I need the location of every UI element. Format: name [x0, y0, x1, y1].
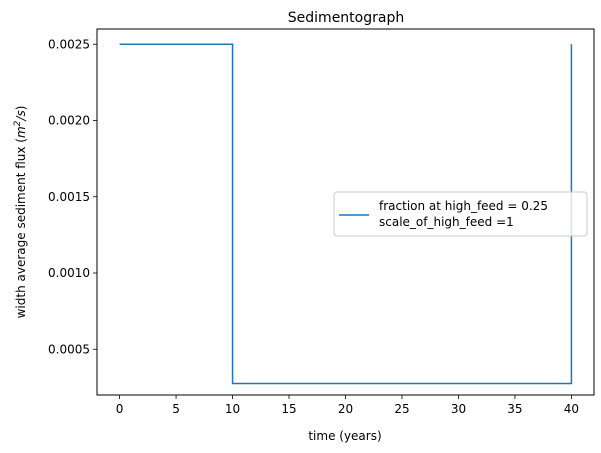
plot-area	[119, 43, 573, 385]
x-tick-label: 40	[564, 402, 579, 416]
y-tick-label: 0.0010	[48, 266, 90, 280]
x-tick-label: 35	[507, 402, 522, 416]
y-tick-label: 0.0015	[48, 190, 90, 204]
x-tick-label: 20	[338, 402, 353, 416]
chart-title: Sedimentograph	[288, 10, 404, 26]
y-axis: 0.0005 0.0010 0.0015 0.0020 0.0025	[48, 37, 97, 356]
y-axis-label-unit-base: m	[14, 126, 28, 138]
series-line-0	[119, 43, 573, 385]
x-axis-label: time (years)	[308, 429, 381, 443]
y-tick-label: 0.0025	[48, 37, 90, 51]
legend: fraction at high_feed = 0.25 scale_of_hi…	[333, 191, 588, 237]
y-axis-label-unit-suffix: /s	[14, 110, 28, 121]
x-tick-label: 10	[225, 402, 240, 416]
y-axis-label-suffix: )	[14, 106, 28, 111]
x-tick-label: 25	[394, 402, 409, 416]
y-tick-label: 0.0005	[48, 342, 90, 356]
legend-box	[333, 191, 588, 237]
y-axis-label: width average sediment flux (m2/s)	[13, 106, 28, 319]
x-tick-label: 5	[172, 402, 180, 416]
x-axis: 0 5 10 15 20 25 30 35 40	[116, 395, 579, 416]
y-tick-label: 0.0020	[48, 114, 90, 128]
x-tick-label: 15	[281, 402, 296, 416]
legend-label-line-1: fraction at high_feed = 0.25	[379, 199, 548, 213]
y-axis-label-prefix: width average sediment flux (	[14, 138, 28, 318]
y-axis-label-unit-exp: 2	[13, 120, 23, 126]
x-tick-label: 0	[116, 402, 124, 416]
legend-label-line-2: scale_of_high_feed =1	[379, 215, 514, 229]
x-tick-label: 30	[451, 402, 466, 416]
